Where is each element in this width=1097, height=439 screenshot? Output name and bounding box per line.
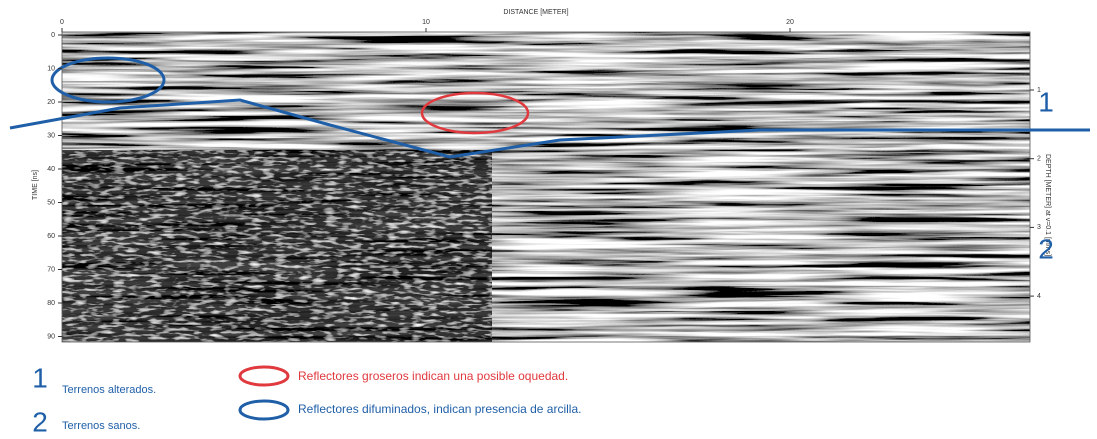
- y-tick-label: 30: [47, 132, 55, 139]
- legend-text: Reflectores difuminados, indican presenc…: [298, 402, 581, 416]
- y-tick-label: 90: [47, 333, 55, 340]
- y-tick-label: 20: [47, 99, 55, 106]
- legend-number: 2: [32, 406, 48, 437]
- y2-tick-label: 4: [1037, 293, 1041, 300]
- y-tick-label: 70: [47, 266, 55, 273]
- x-tick-label: 0: [60, 19, 64, 26]
- time-label: TIME [ns]: [32, 170, 39, 200]
- y-tick-label: 80: [47, 300, 55, 307]
- legend-ellipse: [240, 401, 288, 419]
- x-tick-label: 20: [786, 19, 794, 26]
- legend-text: Terrenos alterados.: [62, 384, 156, 396]
- distance-label: DISTANCE [METER]: [503, 9, 568, 16]
- y-tick-label: 0: [51, 32, 55, 39]
- y-tick-label: 60: [47, 233, 55, 240]
- y-tick-label: 50: [47, 199, 55, 206]
- legend-text: Reflectores groseros indican una posible…: [298, 369, 568, 383]
- zone-number: 2: [1038, 233, 1054, 264]
- x-tick-label: 10: [422, 19, 430, 26]
- y-tick-label: 10: [47, 65, 55, 72]
- legend-number: 1: [32, 362, 48, 393]
- legend: 1 Terrenos alterados. 2 Terrenos sanos. …: [32, 362, 581, 437]
- legend-ellipse: [240, 367, 288, 385]
- y-tick-label: 40: [47, 166, 55, 173]
- legend-text: Terrenos sanos.: [62, 420, 140, 432]
- y2-tick-label: 2: [1037, 156, 1041, 163]
- y2-tick-label: 1: [1037, 87, 1041, 94]
- y2-tick-label: 3: [1037, 224, 1041, 231]
- radargram: [62, 32, 1030, 342]
- figure: DISTANCE [METER] TIME [ns] DEPTH [METER]…: [0, 0, 1097, 439]
